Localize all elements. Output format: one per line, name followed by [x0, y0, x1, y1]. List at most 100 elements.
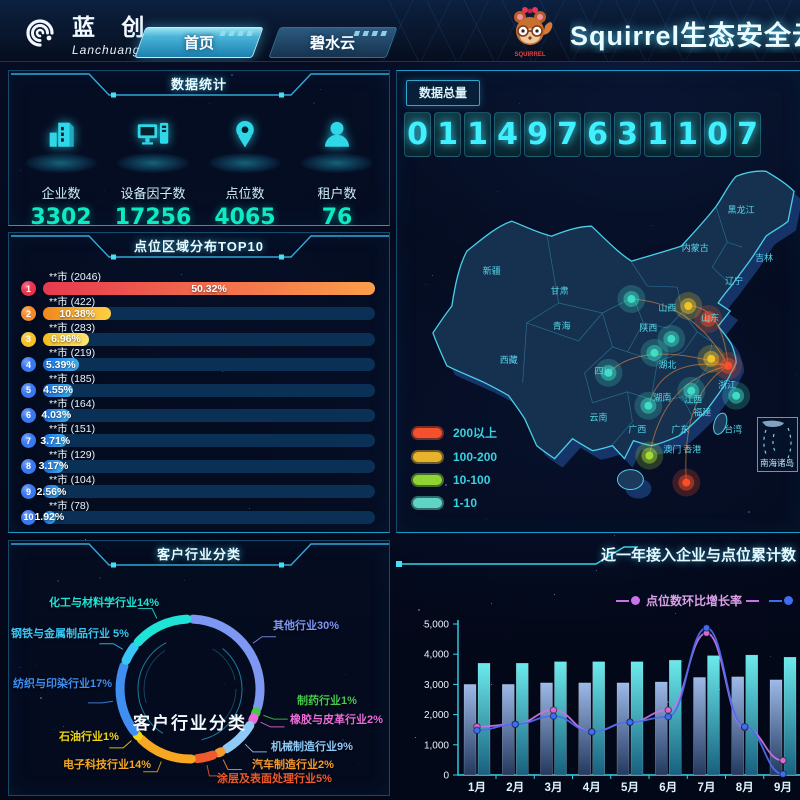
donut-segment-label: 涂层及表面处理行业5%	[217, 773, 332, 785]
svg-text:4月: 4月	[583, 781, 601, 794]
legend-label: 1-10	[453, 496, 478, 510]
legend-color-chip	[411, 473, 444, 487]
top10-bar-fill: 5.39%	[43, 358, 79, 372]
donut-segment-label: 机械制造行业9%	[271, 741, 353, 753]
map-legend-item: 200以上	[411, 424, 497, 441]
stat-label: 设备因子数	[120, 186, 186, 201]
top10-panel-title: 点位区域分布TOP10	[134, 239, 264, 254]
province-label: 四川	[595, 366, 613, 376]
top10-bar-fill: 1.92%	[34, 510, 64, 524]
user-icon	[324, 121, 350, 147]
legend-dot	[784, 596, 793, 605]
panel-header-deco	[11, 235, 389, 260]
counter-digit: 0	[704, 112, 731, 157]
top10-bar-fill: 4.03%	[41, 408, 72, 422]
svg-text:8月: 8月	[736, 781, 754, 794]
top10-bar-track: 5.39%	[43, 358, 375, 372]
map-legend: 200以上 100-200 10-100 1-10	[411, 415, 497, 510]
stat-label: 企业数	[41, 186, 81, 201]
svg-text:7月: 7月	[698, 781, 716, 794]
top10-rank-badge: 4	[21, 357, 36, 373]
top10-bar-fill: 50.32%	[43, 282, 375, 295]
top10-bar-track: 2.56%	[37, 485, 375, 499]
legend-color-chip	[411, 450, 444, 464]
legend-color-chip	[411, 496, 444, 510]
location-pin-icon	[236, 120, 254, 148]
top10-rank-badge: 3	[21, 331, 36, 347]
nav-tab-home[interactable]: 首页	[134, 27, 264, 58]
top10-row: **市 (283) 3 6.96%	[21, 320, 375, 347]
province-label: 新疆	[483, 265, 501, 276]
top10-bar-track: 6.96%	[43, 332, 375, 346]
province-label: 江西	[684, 395, 702, 405]
industry-donut-chart	[88, 608, 288, 777]
top10-row: **市 (151) 7 3.71%	[21, 421, 375, 449]
top10-percent-label: 1.92%	[34, 511, 65, 524]
lanchuang-spiral-icon	[26, 18, 54, 47]
svg-text:3,000: 3,000	[424, 680, 449, 691]
top10-bar-fill: 6.96%	[43, 332, 89, 346]
top10-bar-track: 3.71%	[40, 434, 375, 448]
top10-category-label: **市 (422)	[49, 296, 96, 309]
province-label: 福建	[693, 407, 711, 418]
top10-bar-fill: 3.71%	[40, 434, 70, 448]
legend-label: 200以上	[453, 426, 498, 440]
top10-bar-fill: 10.38%	[43, 307, 112, 321]
growth-panel-title: 近一年接入企业与点位累计数	[600, 547, 796, 564]
top10-bar-fill: 4.55%	[43, 383, 73, 397]
counter-digit: 1	[434, 112, 461, 157]
svg-text:4,000: 4,000	[424, 650, 449, 661]
top10-bar-track: 50.32%	[43, 282, 375, 295]
tab-deco-dashes	[353, 31, 390, 36]
top10-bar-track: 3.17%	[39, 459, 375, 473]
growth-combo-chart: 0 1,000 2,000 3,000 4,000 5,000 1月 2月 3月 4月 5月 6月 7月…	[424, 620, 800, 794]
brand-name-en: Lanchuang	[72, 43, 141, 57]
top10-row: **市 (129) 8 3.17%	[21, 447, 375, 474]
province-label: 黑龙江	[728, 204, 755, 215]
svg-text:5月: 5月	[621, 781, 639, 794]
growth-legend-item[interactable]: 点位数环比增长率	[615, 592, 759, 609]
province-label: 西藏	[500, 354, 518, 365]
top10-bar-track: 4.55%	[43, 383, 375, 397]
growth-legend-item[interactable]	[769, 596, 800, 605]
donut-segment-label: 汽车制造行业2%	[252, 759, 334, 771]
province-label: 广西	[628, 424, 646, 435]
top10-rank-badge: 1	[21, 281, 36, 296]
top10-bar-fill: 2.56%	[37, 485, 66, 499]
top10-category-label: **市 (219)	[49, 347, 96, 360]
star	[614, 535, 615, 536]
svg-text:2,000: 2,000	[424, 710, 449, 721]
stat-value: 17256	[114, 205, 192, 226]
stat-value: 76	[321, 205, 353, 226]
top10-category-label: **市 (78)	[49, 499, 90, 512]
top10-row: **市 (104) 9 2.56%	[21, 472, 375, 500]
province-label: 湖北	[658, 360, 676, 370]
donut-segment-label: 制药行业1%	[297, 695, 357, 707]
top10-percent-label: 4.03%	[41, 409, 72, 422]
legend-dot	[630, 596, 640, 605]
nav-tab-bishuiyun[interactable]: 碧水云	[268, 27, 398, 58]
growth-header-deco	[396, 546, 638, 567]
top10-percent-label: 50.32%	[191, 282, 227, 295]
inset-label: 南海诸岛	[760, 458, 795, 468]
svg-text:5,000: 5,000	[424, 620, 449, 631]
panel-yearly-growth: 近一年接入企业与点位累计数 点位数环比增长率 0 1,000 2,000 3,000 4…	[396, 540, 800, 796]
top10-category-label: **市 (185)	[49, 372, 96, 385]
stat-points: 点位数 4065	[201, 111, 289, 225]
donut-segment-label: 电子科技行业14%	[63, 759, 152, 771]
donut-segment-label: 橡胶与皮革行业2%	[290, 714, 383, 726]
top10-category-label: **市 (283)	[49, 321, 96, 334]
top10-percent-label: 10.38%	[59, 307, 96, 320]
top10-bar-track: 10.38%	[43, 307, 375, 321]
donut-segment-label: 钢铁与金属制品行业 5%	[11, 628, 129, 640]
brand-logo: 蓝 创 Lanchuang	[22, 8, 154, 57]
province-label: 湖南	[653, 392, 671, 403]
top10-percent-label: 3.17%	[38, 460, 69, 473]
stats-panel-title: 数据统计	[170, 77, 227, 92]
top10-rank-badge: 8	[21, 458, 36, 474]
top10-rank-badge: 10	[21, 509, 36, 525]
province-label: 甘肃	[551, 285, 569, 296]
dashboard-title: Squirrel生态安全云平台	[570, 21, 800, 51]
